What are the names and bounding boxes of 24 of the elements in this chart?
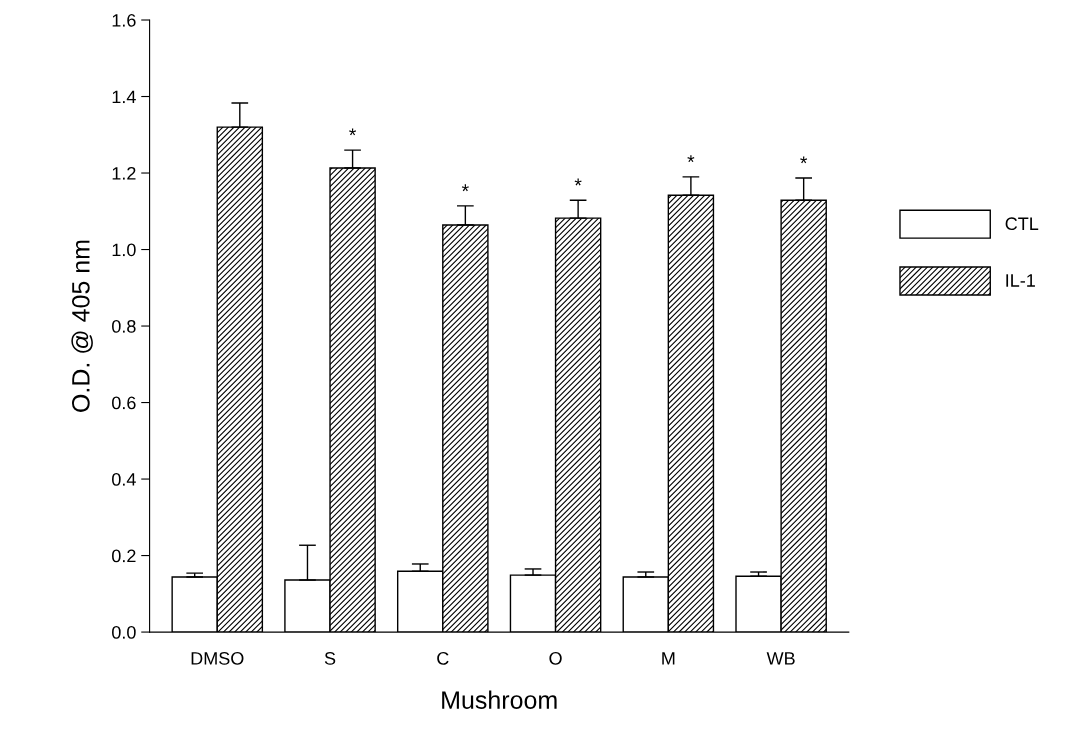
x-axis-title: Mushroom bbox=[442, 690, 557, 709]
y-tick-label: 0.4 bbox=[112, 472, 136, 486]
y-tick-label: 0.6 bbox=[112, 396, 136, 410]
annotation: * bbox=[574, 178, 582, 186]
y-tick-label: 1.0 bbox=[112, 243, 136, 257]
x-tick-label: C bbox=[437, 651, 449, 665]
y-tick-label: 1.4 bbox=[112, 90, 136, 104]
legend-label: CTL bbox=[1005, 217, 1039, 231]
annotation: * bbox=[461, 184, 469, 192]
annotation: * bbox=[349, 128, 357, 136]
x-tick-label: DMSO bbox=[191, 651, 244, 665]
x-tick-label: O bbox=[549, 651, 562, 665]
y-axis-title: O.D. @ 405 nm bbox=[71, 240, 93, 412]
y-tick-label: 0.0 bbox=[112, 626, 136, 639]
y-tick-label: 0.2 bbox=[112, 549, 136, 563]
annotation: * bbox=[800, 156, 808, 164]
legend-label: IL-1 bbox=[1006, 274, 1035, 287]
y-tick-label: 1.6 bbox=[112, 13, 136, 27]
y-tick-label: 1.2 bbox=[112, 166, 136, 180]
y-tick-label: 0.8 bbox=[112, 319, 136, 333]
x-tick-label: S bbox=[324, 651, 336, 665]
x-tick-label: WB bbox=[766, 652, 795, 665]
x-tick-label: M bbox=[662, 652, 675, 665]
annotation: * bbox=[687, 155, 695, 163]
